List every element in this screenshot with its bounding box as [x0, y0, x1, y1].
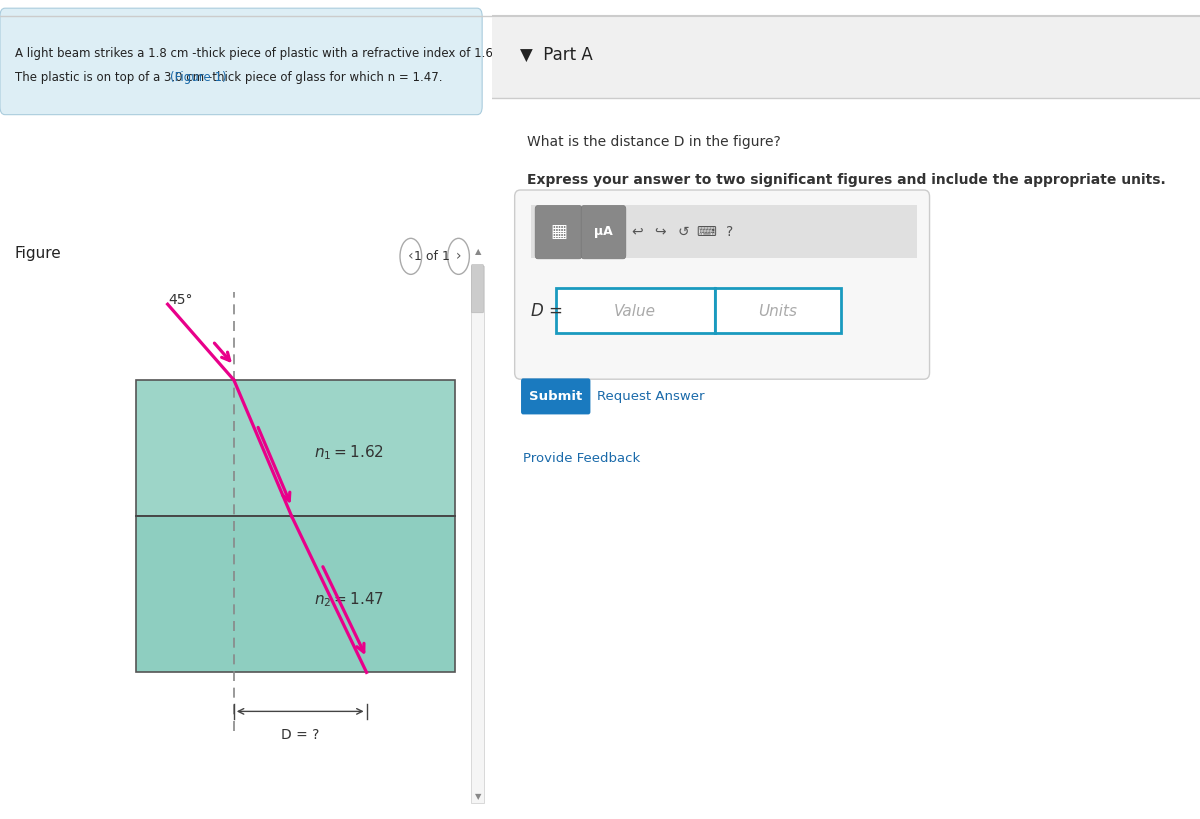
Circle shape — [400, 238, 421, 274]
Bar — [136, 517, 456, 672]
Text: ↩: ↩ — [631, 224, 643, 239]
Text: (Figure 1): (Figure 1) — [169, 71, 227, 84]
Bar — [530, 205, 917, 258]
Text: Submit: Submit — [529, 390, 582, 403]
Text: μA: μA — [594, 225, 613, 238]
Text: Provide Feedback: Provide Feedback — [523, 452, 641, 465]
FancyBboxPatch shape — [0, 8, 482, 115]
Text: ‹: ‹ — [408, 249, 414, 264]
Text: Units: Units — [758, 304, 798, 319]
FancyBboxPatch shape — [581, 206, 626, 259]
FancyBboxPatch shape — [472, 266, 484, 803]
Text: ›: › — [456, 249, 461, 264]
Text: $n_1 = 1.62$: $n_1 = 1.62$ — [314, 444, 384, 463]
FancyBboxPatch shape — [535, 206, 582, 259]
FancyBboxPatch shape — [556, 288, 715, 333]
FancyBboxPatch shape — [521, 378, 590, 414]
Bar — [136, 380, 456, 517]
Text: A light beam strikes a 1.8 cm -thick piece of plastic with a refractive index of: A light beam strikes a 1.8 cm -thick pie… — [14, 47, 595, 60]
Text: ⌨: ⌨ — [696, 224, 716, 239]
Text: Figure: Figure — [14, 246, 61, 261]
Text: Express your answer to two significant figures and include the appropriate units: Express your answer to two significant f… — [528, 174, 1166, 188]
Text: ?: ? — [726, 224, 733, 239]
Text: ▼: ▼ — [474, 792, 481, 800]
Text: What is the distance D in the figure?: What is the distance D in the figure? — [528, 135, 781, 149]
Text: The plastic is on top of a 3.0 cm -thick piece of glass for which n = 1.47.: The plastic is on top of a 3.0 cm -thick… — [14, 71, 443, 84]
Text: ▲: ▲ — [474, 247, 481, 256]
Text: ↺: ↺ — [677, 224, 689, 239]
Text: ▦: ▦ — [550, 223, 568, 241]
Bar — [492, 16, 1200, 98]
Circle shape — [448, 238, 469, 274]
Text: ↪: ↪ — [655, 224, 666, 239]
Text: Value: Value — [614, 304, 656, 319]
Text: ▼  Part A: ▼ Part A — [521, 46, 593, 64]
FancyBboxPatch shape — [472, 265, 484, 313]
FancyBboxPatch shape — [515, 190, 930, 379]
FancyBboxPatch shape — [715, 288, 841, 333]
Text: 45°: 45° — [168, 293, 192, 307]
Text: $n_2 = 1.47$: $n_2 = 1.47$ — [313, 590, 384, 609]
Text: D =: D = — [530, 302, 563, 320]
Text: 1 of 1: 1 of 1 — [414, 250, 450, 263]
Text: D = ?: D = ? — [281, 728, 319, 743]
Text: Request Answer: Request Answer — [596, 390, 704, 403]
